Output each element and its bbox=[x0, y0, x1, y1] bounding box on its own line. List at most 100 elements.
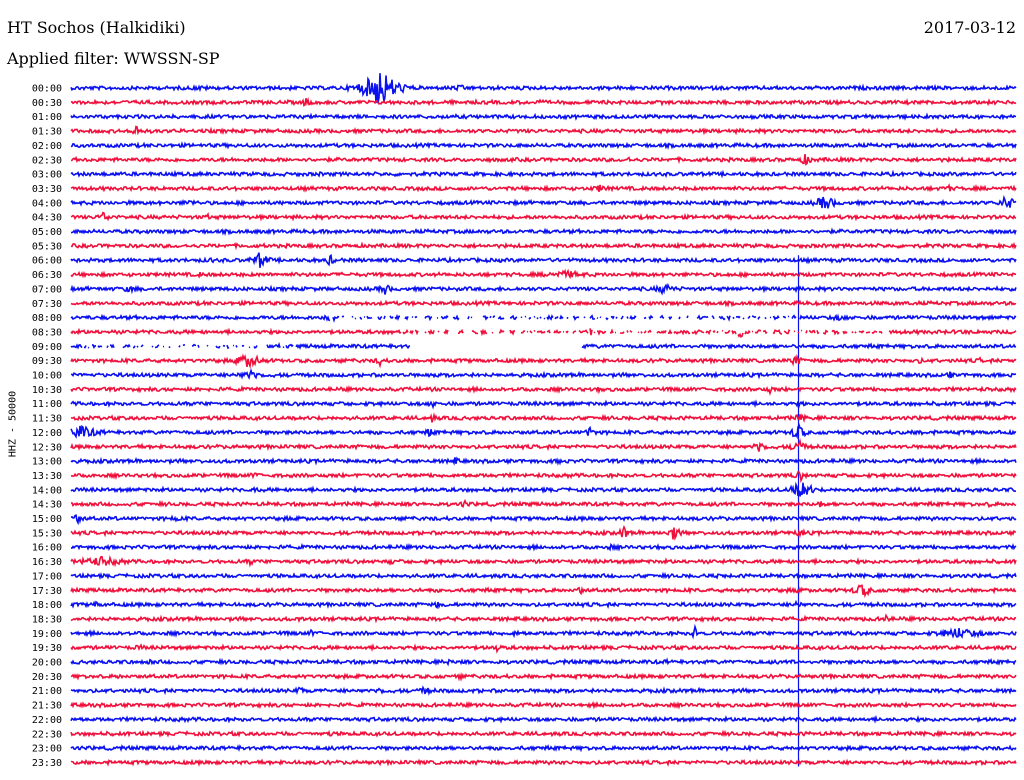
trace-line bbox=[70, 211, 1017, 222]
time-label: 20:00 bbox=[32, 658, 62, 669]
time-label: 13:00 bbox=[32, 457, 62, 468]
trace-line bbox=[70, 471, 1017, 484]
trace-line bbox=[70, 584, 1017, 599]
trace-line bbox=[70, 657, 1017, 667]
time-label: 10:00 bbox=[32, 371, 62, 382]
time-label: 18:30 bbox=[32, 614, 62, 625]
time-label: 14:30 bbox=[32, 500, 62, 511]
trace-line bbox=[70, 313, 1017, 323]
trace-line bbox=[70, 241, 1017, 251]
time-label: 19:30 bbox=[32, 643, 62, 654]
time-label: 00:30 bbox=[32, 98, 62, 109]
time-label: 18:00 bbox=[32, 600, 62, 611]
time-label: 00:00 bbox=[32, 84, 62, 95]
trace-line bbox=[70, 456, 1017, 466]
trace-line bbox=[70, 729, 1017, 738]
trace-line bbox=[70, 700, 1017, 710]
time-label: 10:30 bbox=[32, 385, 62, 396]
time-label: 15:30 bbox=[32, 528, 62, 539]
trace-line bbox=[70, 252, 1017, 268]
time-label: 15:00 bbox=[32, 514, 62, 525]
time-label: 04:00 bbox=[32, 198, 62, 209]
record-date: 2017-03-12 bbox=[923, 18, 1016, 37]
time-label: 06:00 bbox=[32, 256, 62, 267]
trace-line bbox=[70, 758, 1017, 767]
trace-line bbox=[70, 599, 1017, 610]
filter-label: Applied filter: WWSSN-SP bbox=[7, 49, 220, 68]
trace-line bbox=[70, 399, 1017, 410]
time-label: 02:00 bbox=[32, 141, 62, 152]
trace-line bbox=[70, 412, 1017, 424]
trace-line bbox=[70, 542, 1017, 552]
time-label: 02:30 bbox=[32, 155, 62, 166]
time-label: 17:00 bbox=[32, 571, 62, 582]
station-title: HT Sochos (Halkidiki) bbox=[7, 18, 186, 37]
time-label: 03:30 bbox=[32, 184, 62, 195]
trace-line bbox=[70, 481, 1017, 497]
trace-line bbox=[70, 327, 1017, 338]
time-label: 01:30 bbox=[32, 127, 62, 138]
time-label: 20:30 bbox=[32, 672, 62, 683]
trace-line bbox=[70, 169, 1017, 179]
trace-line bbox=[70, 643, 1017, 654]
trace-line bbox=[70, 554, 1017, 568]
trace-line bbox=[70, 438, 1017, 452]
time-label: 05:00 bbox=[32, 227, 62, 238]
time-label: 09:30 bbox=[32, 356, 62, 367]
trace-line bbox=[70, 685, 1017, 696]
time-label: 11:30 bbox=[32, 414, 62, 425]
trace-line bbox=[70, 623, 1017, 640]
time-label: 16:30 bbox=[32, 557, 62, 568]
trace-line bbox=[70, 342, 1017, 351]
time-label: 17:30 bbox=[32, 586, 62, 597]
time-label: 12:00 bbox=[32, 428, 62, 439]
time-label: 11:00 bbox=[32, 399, 62, 410]
trace-line bbox=[70, 227, 1017, 237]
trace-line bbox=[70, 112, 1017, 121]
trace-line bbox=[70, 194, 1017, 209]
time-label: 23:30 bbox=[32, 758, 62, 769]
time-label: 07:30 bbox=[32, 299, 62, 310]
time-label: 08:00 bbox=[32, 313, 62, 324]
trace-line bbox=[70, 353, 1017, 369]
time-label: 06:30 bbox=[32, 270, 62, 281]
trace-line bbox=[70, 298, 1017, 308]
trace-line bbox=[70, 141, 1017, 150]
time-label: 12:30 bbox=[32, 442, 62, 453]
trace-line bbox=[70, 498, 1017, 509]
trace-line bbox=[70, 672, 1017, 682]
trace-line bbox=[70, 282, 1017, 296]
trace-line bbox=[70, 368, 1017, 380]
trace-line bbox=[70, 422, 1017, 440]
trace-line bbox=[70, 613, 1017, 624]
time-label: 08:30 bbox=[32, 327, 62, 338]
trace-line bbox=[70, 385, 1017, 396]
time-label: 21:00 bbox=[32, 686, 62, 697]
time-label: 01:00 bbox=[32, 112, 62, 123]
trace-line bbox=[70, 714, 1017, 724]
time-label: 09:00 bbox=[32, 342, 62, 353]
trace-line bbox=[70, 125, 1017, 136]
trace-line bbox=[70, 183, 1017, 193]
time-label: 21:30 bbox=[32, 701, 62, 712]
trace-line bbox=[70, 268, 1017, 280]
time-label: 04:30 bbox=[32, 213, 62, 224]
trace-line bbox=[70, 571, 1017, 581]
trace-line bbox=[70, 153, 1017, 166]
time-label: 23:00 bbox=[32, 744, 62, 755]
time-label: 03:00 bbox=[32, 170, 62, 181]
time-label: 22:00 bbox=[32, 715, 62, 726]
time-label: 07:00 bbox=[32, 284, 62, 295]
trace-line bbox=[70, 744, 1017, 753]
time-label: 13:30 bbox=[32, 471, 62, 482]
time-label: 16:00 bbox=[32, 543, 62, 554]
trace-line bbox=[70, 524, 1017, 541]
trace-line bbox=[70, 96, 1017, 107]
time-label: 05:30 bbox=[32, 241, 62, 252]
trace-line bbox=[70, 514, 1017, 526]
trace-line bbox=[70, 73, 1017, 104]
time-label: 19:00 bbox=[32, 629, 62, 640]
time-label: 22:30 bbox=[32, 729, 62, 740]
time-label: 14:00 bbox=[32, 485, 62, 496]
